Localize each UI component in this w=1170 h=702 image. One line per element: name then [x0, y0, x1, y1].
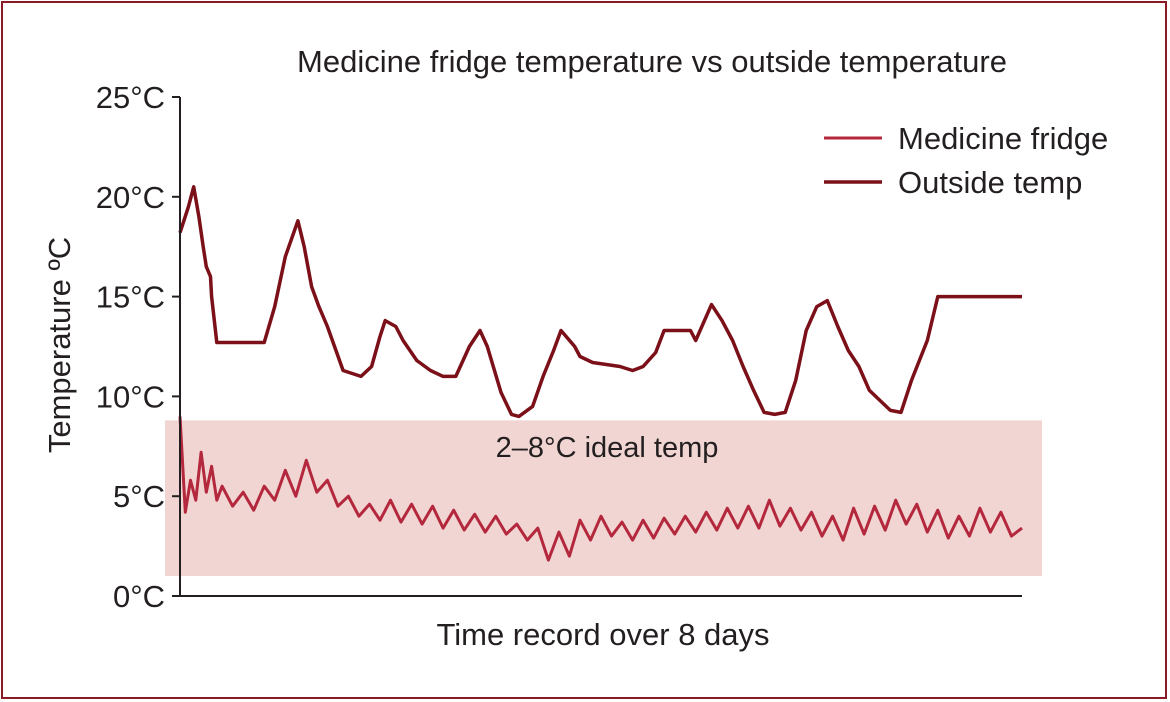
x-axis-label: Time record over 8 days — [436, 617, 769, 652]
chart-title: Medicine fridge temperature vs outside t… — [297, 44, 1007, 79]
y-tick-label: 15°C — [96, 280, 165, 315]
y-tick-label: 10°C — [96, 379, 165, 414]
ideal-range-band — [165, 420, 1042, 577]
band-label: 2–8°C ideal temp — [496, 432, 719, 464]
y-tick-label: 20°C — [96, 180, 165, 215]
series-line-outside-temp — [178, 185, 1022, 419]
legend: Medicine fridge Outside temp — [824, 121, 1108, 200]
ticks-layer: 0°C 5°C 10°C 15°C 20°C 25°C — [96, 80, 180, 614]
series-layer — [178, 185, 1023, 562]
legend-label-outside-temp: Outside temp — [898, 165, 1082, 200]
y-tick-label: 5°C — [113, 479, 165, 514]
y-tick-label: 0°C — [113, 579, 165, 614]
series-line-medicine-fridge — [178, 416, 1023, 562]
y-tick-label: 25°C — [96, 80, 165, 115]
legend-label-medicine-fridge: Medicine fridge — [898, 121, 1108, 156]
y-axis-label: Temperature ºC — [42, 237, 77, 453]
